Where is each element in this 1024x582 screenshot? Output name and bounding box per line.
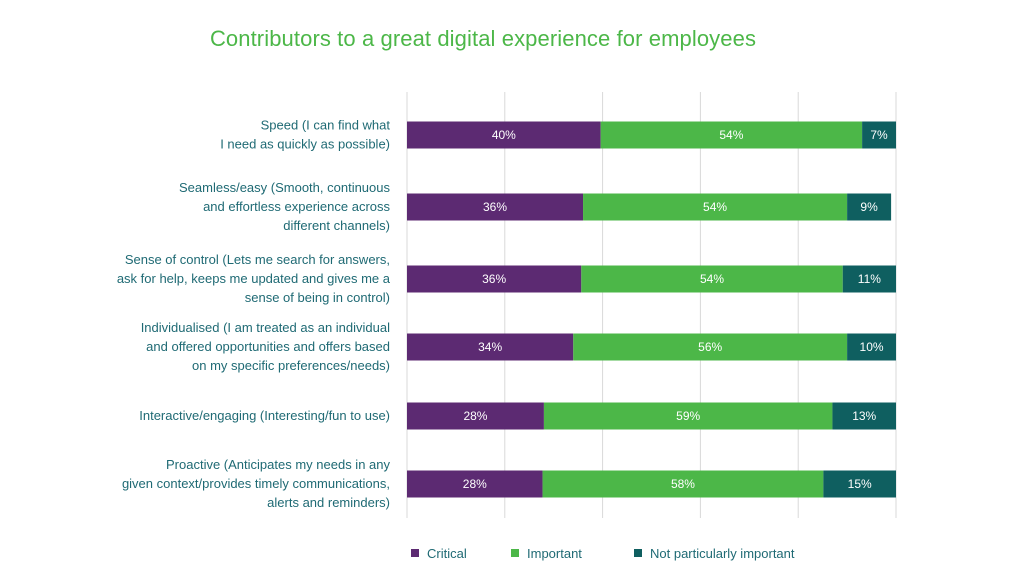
bar-segment <box>407 402 544 430</box>
legend-swatch <box>411 549 419 557</box>
data-label: 7% <box>870 128 888 142</box>
data-label: 40% <box>492 128 516 142</box>
category-label-line: given context/provides timely communicat… <box>122 476 390 491</box>
data-label: 13% <box>852 409 876 423</box>
data-label: 54% <box>719 128 743 142</box>
category-label-line: on my specific preferences/needs) <box>192 358 390 373</box>
chart-title: Contributors to a great digital experien… <box>209 26 757 51</box>
bar-segment <box>542 470 824 498</box>
data-label: 10% <box>860 340 884 354</box>
bar-segment <box>823 470 896 498</box>
legend: Critical Important Not particularly import… <box>411 546 795 561</box>
data-label: 28% <box>463 477 487 491</box>
bar-segment <box>583 193 848 221</box>
category-label: Speed (I can find what I need as quickly … <box>220 118 390 152</box>
bar-segment <box>407 470 543 498</box>
bar-segment <box>600 121 863 149</box>
category-label: Interactive/engaging (Interesting/fun to… <box>139 408 390 423</box>
category-label-line: sense of being in control) <box>245 290 390 305</box>
bar-segment <box>407 121 601 149</box>
category-labels: Speed (I can find what I need as quickly … <box>117 118 391 511</box>
category-label: Sense of control (Lets me search for ans… <box>117 252 391 305</box>
bar-segment <box>407 333 574 361</box>
category-label: Seamless/easy (Smooth, continuous and eff… <box>179 180 390 233</box>
category-label-line: Individualised (I am treated as an indiv… <box>141 320 390 335</box>
data-label: 11% <box>858 272 881 286</box>
data-label: 59% <box>676 409 700 423</box>
legend-label: Not particularly important <box>650 546 795 561</box>
bars: 40% 54% 7% 36% 54% 9% 36% 54% 11% 34% 56% 10% 28% 59%… <box>407 121 896 498</box>
category-label-line: and effortless experience across <box>203 199 390 214</box>
category-label-line: alerts and reminders) <box>267 495 390 510</box>
category-label-line: and offered opportunities and offers bas… <box>146 339 390 354</box>
bar-segment <box>407 193 584 221</box>
data-label: 54% <box>700 272 724 286</box>
data-label: 15% <box>848 477 872 491</box>
legend-swatch <box>511 549 519 557</box>
category-label-line: Seamless/easy (Smooth, continuous <box>179 180 390 195</box>
bar-segment <box>842 265 896 293</box>
category-label-line: I need as quickly as possible) <box>220 137 390 152</box>
data-label: 58% <box>671 477 695 491</box>
category-label-line: Sense of control (Lets me search for ans… <box>125 252 390 267</box>
bar-segment <box>407 265 582 293</box>
data-label: 28% <box>463 409 487 423</box>
bar-segment <box>862 121 896 149</box>
category-label-line: Proactive (Anticipates my needs in any <box>166 457 390 472</box>
data-label: 36% <box>482 272 506 286</box>
category-label: Individualised (I am treated as an indiv… <box>141 320 390 373</box>
bar-segment <box>543 402 833 430</box>
legend-label: Critical <box>427 546 467 561</box>
data-label: 56% <box>698 340 722 354</box>
data-label: 36% <box>483 200 507 214</box>
bar-segment <box>832 402 896 430</box>
bar-segment <box>581 265 843 293</box>
category-label-line: ask for help, keeps me updated and gives… <box>117 271 391 286</box>
category-label: Proactive (Anticipates my needs in any gi… <box>122 457 391 510</box>
data-label: 54% <box>703 200 727 214</box>
category-label-line: Speed (I can find what <box>261 118 391 133</box>
bar-segment <box>573 333 848 361</box>
legend-swatch <box>634 549 642 557</box>
legend-label: Important <box>527 546 582 561</box>
grid-lines <box>406 92 897 518</box>
bar-segment <box>847 333 896 361</box>
data-label: 34% <box>478 340 502 354</box>
bar-segment <box>847 193 892 221</box>
category-label-line: Interactive/engaging (Interesting/fun to… <box>139 408 390 423</box>
data-label: 9% <box>860 200 878 214</box>
category-label-line: different channels) <box>283 218 390 233</box>
